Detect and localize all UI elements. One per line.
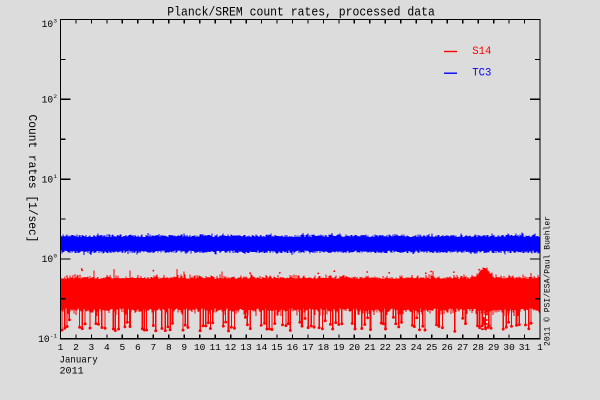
svg-text:14: 14 xyxy=(256,342,268,353)
svg-text:20: 20 xyxy=(349,342,361,353)
svg-text:TC3: TC3 xyxy=(472,68,491,80)
svg-text:3: 3 xyxy=(54,18,58,25)
svg-text:23: 23 xyxy=(395,342,407,353)
svg-text:3: 3 xyxy=(89,342,95,353)
svg-text:10: 10 xyxy=(194,342,206,353)
svg-text:15: 15 xyxy=(271,342,283,353)
svg-text:26: 26 xyxy=(441,342,453,353)
svg-text:21: 21 xyxy=(364,342,376,353)
svg-text:10: 10 xyxy=(42,19,54,31)
svg-text:28: 28 xyxy=(472,342,484,353)
svg-text:5: 5 xyxy=(120,342,126,353)
svg-text:17: 17 xyxy=(302,342,313,353)
svg-text:10: 10 xyxy=(42,95,54,107)
svg-text:10: 10 xyxy=(42,254,54,266)
svg-text:January: January xyxy=(60,355,98,367)
svg-text:12: 12 xyxy=(225,342,237,353)
svg-text:29: 29 xyxy=(488,342,500,353)
svg-text:8: 8 xyxy=(166,342,172,353)
svg-text:25: 25 xyxy=(426,342,438,353)
svg-text:Count rates [1/sec]: Count rates [1/sec] xyxy=(25,115,38,243)
svg-text:13: 13 xyxy=(240,342,252,353)
svg-text:2: 2 xyxy=(54,93,58,100)
svg-text:24: 24 xyxy=(411,342,423,353)
svg-text:11: 11 xyxy=(209,342,221,353)
svg-text:7: 7 xyxy=(150,342,156,353)
svg-text:1: 1 xyxy=(58,342,64,353)
svg-text:0: 0 xyxy=(54,253,58,260)
svg-text:4: 4 xyxy=(104,342,110,353)
svg-text:31: 31 xyxy=(519,342,531,353)
svg-text:6: 6 xyxy=(135,342,141,353)
svg-text:27: 27 xyxy=(457,342,468,353)
svg-text:2011 © PSI/ESA/Paul Buehler: 2011 © PSI/ESA/Paul Buehler xyxy=(543,216,553,346)
svg-text:22: 22 xyxy=(380,342,392,353)
svg-text:2: 2 xyxy=(73,342,79,353)
svg-text:9: 9 xyxy=(181,342,187,353)
svg-text:18: 18 xyxy=(318,342,330,353)
svg-text:S14: S14 xyxy=(472,46,491,58)
svg-text:10: 10 xyxy=(38,334,50,346)
svg-text:19: 19 xyxy=(333,342,345,353)
svg-text:10: 10 xyxy=(42,174,54,186)
svg-text:16: 16 xyxy=(287,342,299,353)
svg-text:Planck/SREM count rates, proce: Planck/SREM count rates, processed data xyxy=(167,5,435,20)
svg-text:-1: -1 xyxy=(50,332,57,339)
svg-text:1: 1 xyxy=(537,342,543,353)
svg-text:1: 1 xyxy=(54,173,58,180)
svg-text:30: 30 xyxy=(503,342,515,353)
svg-text:2011: 2011 xyxy=(60,365,84,376)
